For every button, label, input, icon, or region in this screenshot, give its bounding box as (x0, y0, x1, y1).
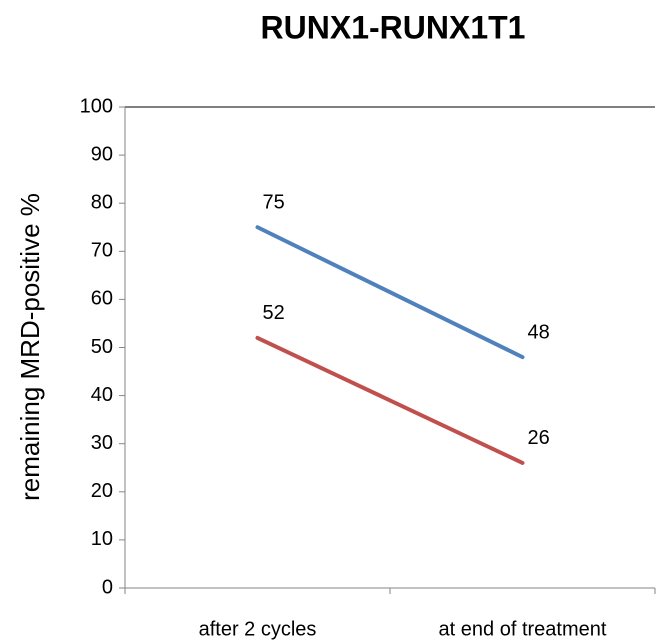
y-tick-label: 20 (91, 480, 113, 502)
y-tick-label: 0 (102, 576, 113, 598)
y-tick-label: 60 (91, 288, 113, 310)
data-label: 52 (263, 302, 285, 324)
series-line (255, 335, 525, 465)
data-label: 48 (528, 321, 550, 343)
y-tick-label: 30 (91, 432, 113, 454)
x-tick-label: after 2 cycles (199, 618, 317, 640)
y-tick-label: 40 (91, 384, 113, 406)
y-tick-label: 10 (91, 528, 113, 550)
data-label: 75 (263, 192, 285, 214)
y-tick-label: 80 (91, 191, 113, 213)
y-tick-label: 50 (91, 336, 113, 358)
data-label: 26 (528, 427, 550, 449)
y-tick-label: 90 (91, 143, 113, 165)
x-tick-label: at end of treatment (439, 618, 607, 640)
chart-title: RUNX1-RUNX1T1 (261, 9, 526, 45)
series-line (255, 225, 525, 360)
y-axis-label: remaining MRD-positive % (15, 193, 45, 501)
y-tick-label: 70 (91, 240, 113, 262)
y-tick-label: 100 (80, 95, 113, 117)
